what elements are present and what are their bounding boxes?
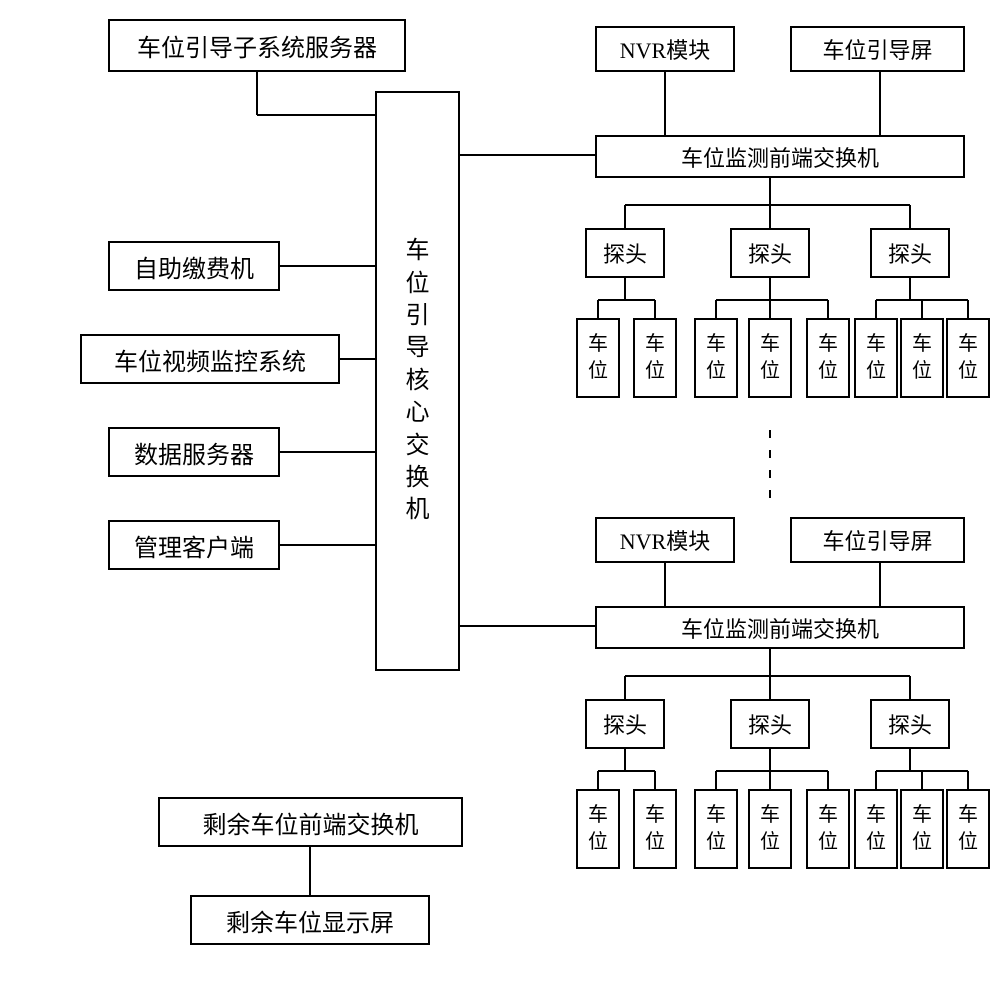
front-switch-box: 车位监测前端交换机 <box>595 135 965 178</box>
slot-box: 车 位 <box>806 318 850 398</box>
slot-box: 车 位 <box>946 318 990 398</box>
slot-char: 位 <box>958 829 978 856</box>
remain-display-box: 剩余车位显示屏 <box>190 895 430 945</box>
slot-char: 车 <box>645 331 665 358</box>
slot-char: 车 <box>706 802 726 829</box>
self-payment-box: 自助缴费机 <box>108 241 280 291</box>
slot-box: 车 位 <box>854 789 898 869</box>
slot-box: 车 位 <box>633 789 677 869</box>
slot-char: 位 <box>866 829 886 856</box>
slot-char: 位 <box>818 358 838 385</box>
slot-char: 车 <box>760 802 780 829</box>
slot-char: 位 <box>958 358 978 385</box>
slot-box: 车 位 <box>576 789 620 869</box>
core-switch-char: 引 <box>406 300 430 332</box>
slot-char: 车 <box>818 331 838 358</box>
probe-box: 探头 <box>870 699 950 749</box>
core-switch-char: 位 <box>406 268 430 300</box>
core-switch-char: 核 <box>406 365 430 397</box>
slot-box: 车 位 <box>576 318 620 398</box>
slot-box: 车 位 <box>806 789 850 869</box>
slot-char: 位 <box>706 829 726 856</box>
video-system-box: 车位视频监控系统 <box>80 334 340 384</box>
core-switch-char: 心 <box>406 397 430 429</box>
slot-char: 车 <box>958 802 978 829</box>
slot-box: 车 位 <box>748 318 792 398</box>
slot-char: 位 <box>912 358 932 385</box>
remain-switch-box: 剩余车位前端交换机 <box>158 797 463 847</box>
guide-screen-box: 车位引导屏 <box>790 26 965 72</box>
probe-box: 探头 <box>870 228 950 278</box>
slot-box: 车 位 <box>900 789 944 869</box>
data-server-box: 数据服务器 <box>108 427 280 477</box>
slot-char: 位 <box>588 358 608 385</box>
slot-char: 位 <box>760 358 780 385</box>
slot-char: 车 <box>866 802 886 829</box>
probe-box: 探头 <box>730 699 810 749</box>
slot-box: 车 位 <box>854 318 898 398</box>
slot-char: 车 <box>706 331 726 358</box>
slot-char: 位 <box>706 358 726 385</box>
slot-char: 车 <box>866 331 886 358</box>
slot-char: 车 <box>588 331 608 358</box>
core-switch-char: 导 <box>406 332 430 364</box>
slot-char: 位 <box>912 829 932 856</box>
slot-char: 车 <box>645 802 665 829</box>
slot-char: 位 <box>818 829 838 856</box>
slot-char: 位 <box>588 829 608 856</box>
slot-char: 车 <box>760 331 780 358</box>
mgmt-client-box: 管理客户端 <box>108 520 280 570</box>
front-switch-box: 车位监测前端交换机 <box>595 606 965 649</box>
nvr-module-box: NVR模块 <box>595 26 735 72</box>
slot-char: 车 <box>912 331 932 358</box>
slot-box: 车 位 <box>900 318 944 398</box>
slot-char: 位 <box>760 829 780 856</box>
slot-char: 车 <box>958 331 978 358</box>
slot-char: 车 <box>588 802 608 829</box>
core-switch-char: 换 <box>406 462 430 494</box>
slot-box: 车 位 <box>946 789 990 869</box>
slot-box: 车 位 <box>748 789 792 869</box>
slot-char: 位 <box>645 829 665 856</box>
slot-char: 位 <box>866 358 886 385</box>
core-switch-char: 机 <box>406 494 430 526</box>
core-switch-box: 车 位 引 导 核 心 交 换 机 <box>375 91 460 671</box>
slot-box: 车 位 <box>694 318 738 398</box>
slot-char: 车 <box>818 802 838 829</box>
subsystem-server-box: 车位引导子系统服务器 <box>108 19 406 72</box>
nvr-module-box: NVR模块 <box>595 517 735 563</box>
core-switch-char: 车 <box>406 235 430 267</box>
slot-box: 车 位 <box>633 318 677 398</box>
probe-box: 探头 <box>585 699 665 749</box>
probe-box: 探头 <box>730 228 810 278</box>
probe-box: 探头 <box>585 228 665 278</box>
slot-box: 车 位 <box>694 789 738 869</box>
slot-char: 车 <box>912 802 932 829</box>
slot-char: 位 <box>645 358 665 385</box>
guide-screen-box: 车位引导屏 <box>790 517 965 563</box>
core-switch-char: 交 <box>406 430 430 462</box>
